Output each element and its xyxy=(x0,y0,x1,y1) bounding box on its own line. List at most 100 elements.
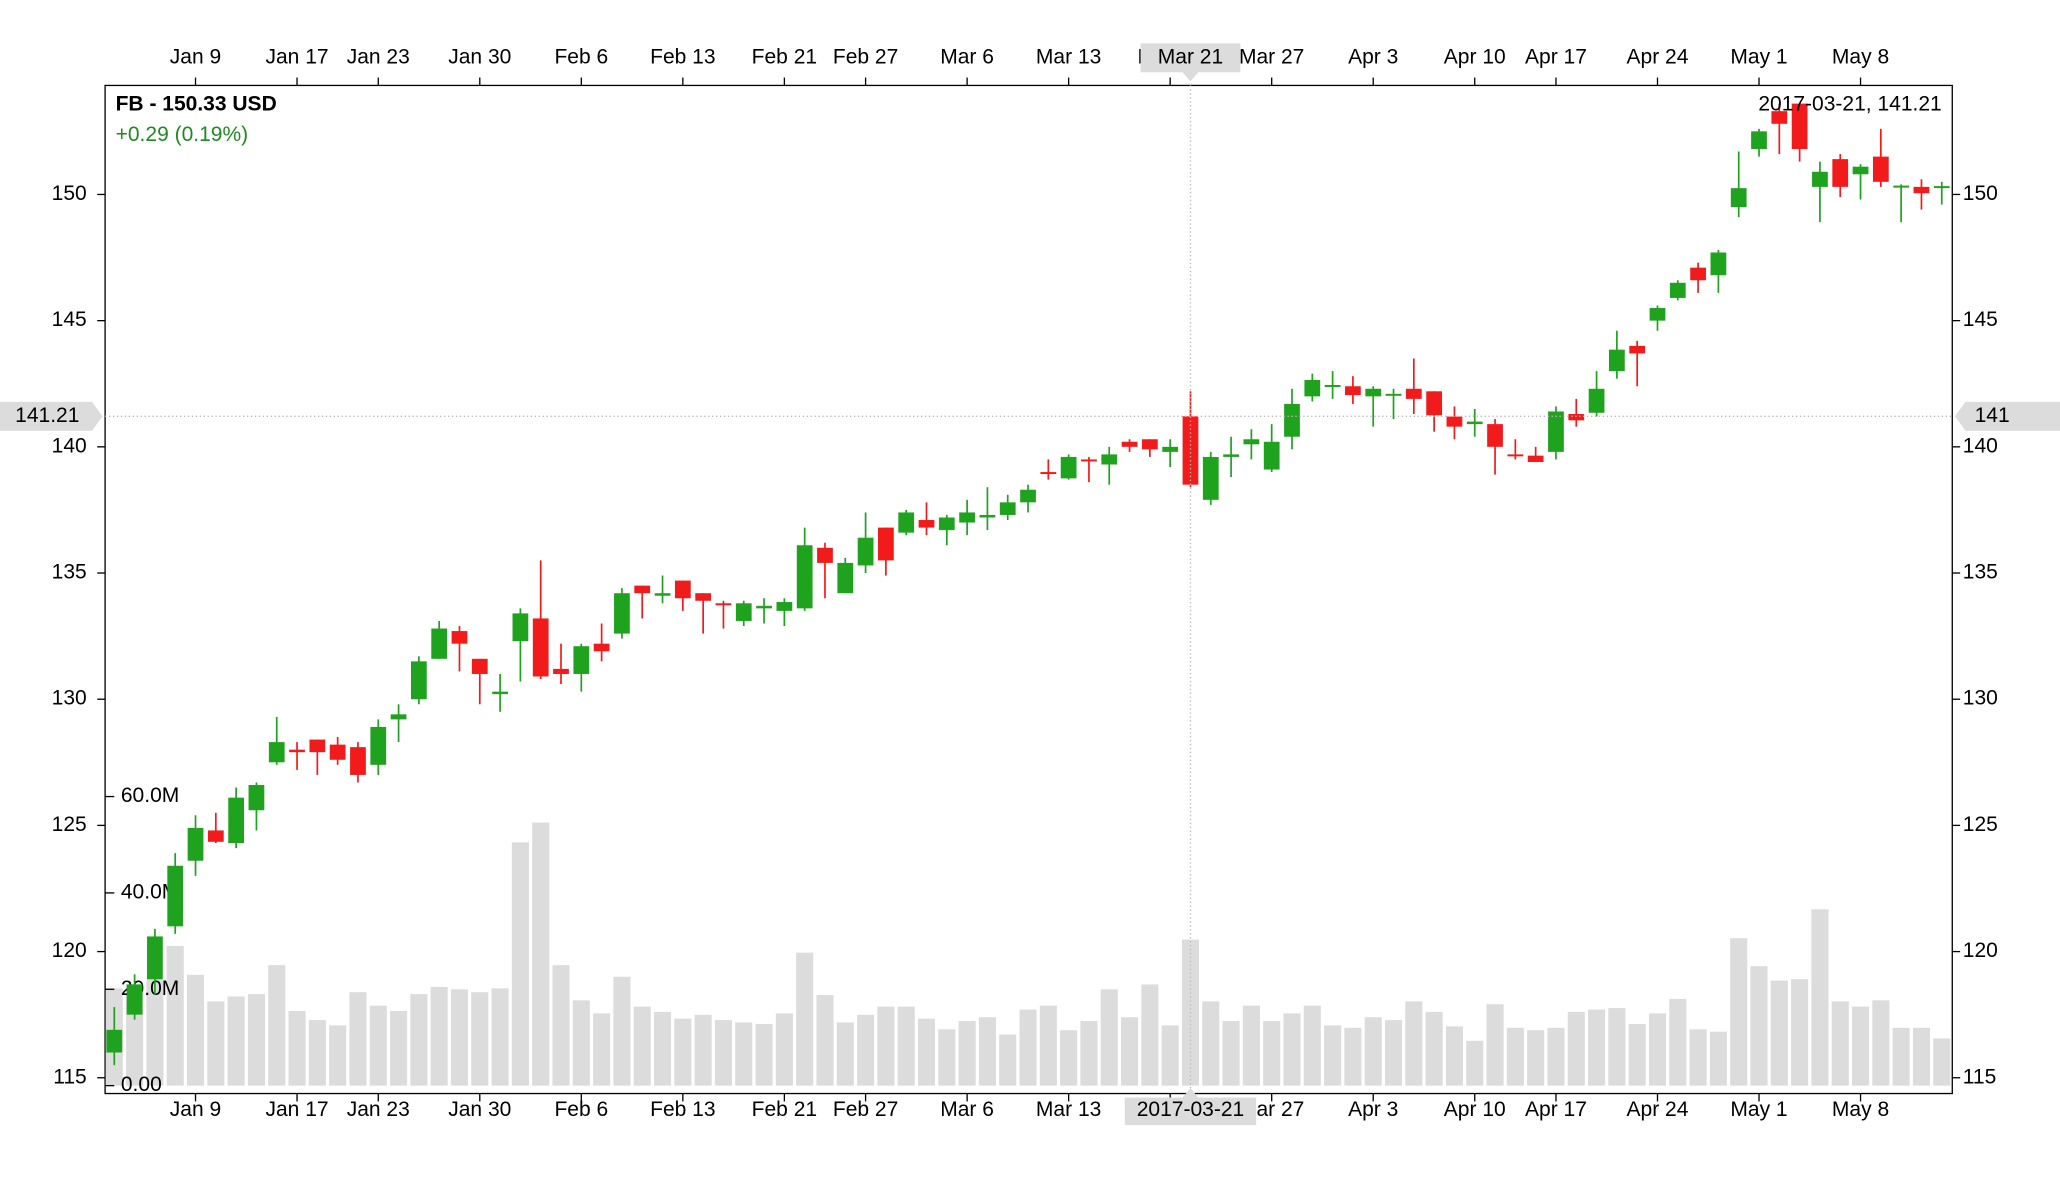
volume-bar xyxy=(897,1006,915,1086)
x-tick-label-top: Mar 6 xyxy=(940,45,994,68)
volume-bar xyxy=(369,1005,387,1086)
candle-body xyxy=(1568,414,1585,421)
volume-bar xyxy=(1933,1038,1951,1086)
volume-bar xyxy=(1506,1027,1524,1086)
volume-bar xyxy=(450,989,469,1086)
volume-bar xyxy=(816,995,834,1086)
candle-body xyxy=(715,603,732,606)
candle-body xyxy=(431,628,448,659)
candle-body xyxy=(1649,308,1666,321)
chart-subtitle: +0.29 (0.19%) xyxy=(116,123,249,146)
candle-body xyxy=(187,827,204,861)
volume-bar xyxy=(1892,1027,1910,1086)
volume-bar xyxy=(207,1001,225,1086)
x-tick-label-top: Feb 6 xyxy=(554,45,608,68)
candle-body xyxy=(167,865,184,927)
x-tick-label: Jan 23 xyxy=(347,1098,410,1121)
x-tick-label-top: May 1 xyxy=(1730,45,1787,68)
volume-bar xyxy=(1709,1031,1727,1086)
candle-body xyxy=(1182,416,1199,485)
candle-body xyxy=(228,797,245,844)
volume-tick-label: 0.00 xyxy=(121,1073,162,1096)
candle-body xyxy=(1405,388,1422,399)
candle-body xyxy=(1162,446,1179,452)
candle-body xyxy=(938,517,955,531)
volume-bar xyxy=(511,842,529,1086)
y2-tick-label: 120 xyxy=(1963,939,1998,962)
volume-bar xyxy=(1039,1005,1057,1086)
candle-body xyxy=(492,691,508,695)
volume-bar xyxy=(308,1020,326,1086)
x-tick-label: May 1 xyxy=(1730,1098,1787,1121)
candle-body xyxy=(735,603,752,621)
volume-bar xyxy=(1466,1040,1484,1086)
volume-bar xyxy=(674,1018,692,1086)
candle-body xyxy=(1263,441,1280,470)
x-tick-label-top: Apr 10 xyxy=(1444,45,1506,68)
crosshair-x-label-top: Mar 21 xyxy=(1158,45,1223,68)
volume-tick-label: 40.0M xyxy=(121,880,179,903)
volume-bar xyxy=(1121,1017,1139,1086)
x-tick-label-top: Jan 23 xyxy=(347,45,410,68)
x-tick-label: Feb 27 xyxy=(833,1098,898,1121)
volume-bar xyxy=(714,1020,732,1086)
candle-body xyxy=(878,527,894,561)
x-tick-label-top: Feb 27 xyxy=(833,45,898,68)
candle-body xyxy=(329,744,346,760)
volume-bar xyxy=(1912,1027,1930,1086)
y2-tick-label: 125 xyxy=(1963,813,1998,836)
plot-frame xyxy=(104,84,1953,1095)
candle-body xyxy=(1548,411,1564,452)
y-tick-label: 135 xyxy=(52,561,87,584)
x-tick-label-top: May 8 xyxy=(1832,45,1889,68)
candle-body xyxy=(1933,186,1950,189)
crosshair-top-box xyxy=(1140,43,1241,82)
y2-tick-label: 140 xyxy=(1963,434,1998,457)
candle-body xyxy=(1893,185,1910,188)
volume-bar xyxy=(1425,1011,1443,1086)
candle-body xyxy=(126,984,143,1015)
volume-bar xyxy=(186,974,205,1086)
candle-body xyxy=(1852,166,1869,175)
x-tick-label: Apr 24 xyxy=(1627,1098,1689,1121)
volume-bar xyxy=(1547,1027,1565,1086)
x-tick-label: Feb 21 xyxy=(752,1098,817,1121)
candle-body xyxy=(289,749,305,753)
candle-body xyxy=(1141,439,1158,450)
volume-bar xyxy=(146,979,164,1086)
volume-bar xyxy=(1222,1021,1240,1086)
x-tick-label-top: Apr 24 xyxy=(1627,45,1689,68)
candle-body xyxy=(451,631,468,644)
candle-body xyxy=(817,547,833,563)
volume-bar xyxy=(1445,1026,1463,1086)
x-tick-label-top: Feb 21 xyxy=(752,45,817,68)
volume-bars xyxy=(105,822,1951,1086)
candle-body xyxy=(106,1029,123,1053)
y-tick-label: 115 xyxy=(53,1065,87,1088)
candle-body xyxy=(1751,131,1767,150)
y2-tick-label: 150 xyxy=(1963,182,1998,205)
candle-body xyxy=(1913,186,1930,194)
volume-bar xyxy=(1588,1009,1606,1086)
volume-tick-label: 60.0M xyxy=(121,784,179,807)
candle-body xyxy=(1771,111,1788,124)
x-tick-label-top: Jan 17 xyxy=(265,45,328,68)
candle-body xyxy=(553,668,569,674)
candle-body xyxy=(898,512,915,533)
y-tick-label: 130 xyxy=(52,687,87,710)
volume-bar xyxy=(430,986,448,1086)
volume-bar xyxy=(1384,1020,1403,1086)
volume-bar xyxy=(1263,1021,1281,1086)
volume-bar xyxy=(836,1022,854,1086)
candle-body xyxy=(268,742,285,763)
candle-body xyxy=(1730,188,1747,208)
x-tick-label-top: Mar 27 xyxy=(1239,45,1304,68)
x-tick-label-top: Apr 17 xyxy=(1525,45,1587,68)
x-tick-label: Mar 13 xyxy=(1036,1098,1101,1121)
candle-body xyxy=(1832,159,1849,187)
volume-bar xyxy=(1527,1030,1545,1086)
chart-title: FB - 150.33 USD xyxy=(116,93,277,116)
candle-body xyxy=(999,502,1016,515)
volume-bar xyxy=(329,1025,347,1086)
